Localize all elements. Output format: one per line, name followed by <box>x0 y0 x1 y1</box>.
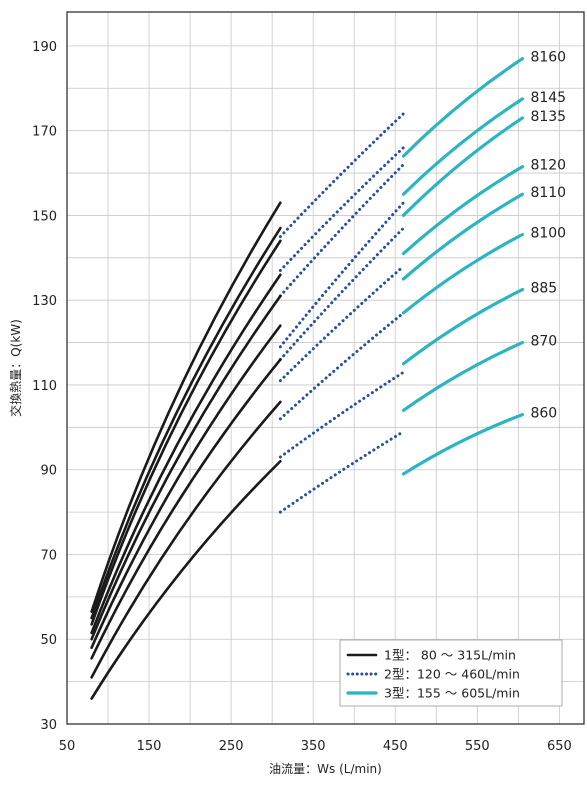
series-8100-type2-line <box>278 264 405 383</box>
y-axis-label: 交換熱量：Q(kW) <box>8 319 23 417</box>
series-870-type3-line <box>401 340 525 412</box>
series-8110-type1-line <box>90 294 282 641</box>
series-870 <box>90 340 525 679</box>
series-8135-type2-line <box>278 163 405 298</box>
series-8120-type2-line <box>278 201 405 349</box>
series-885-type3-line <box>401 287 525 366</box>
series-8110-type3-line <box>401 192 525 281</box>
y-tick-label: 30 <box>40 718 57 733</box>
series-860-type1-line <box>90 459 282 700</box>
y-tick-label: 50 <box>40 633 57 648</box>
model-label-860: 860 <box>530 406 557 422</box>
series-8145-type3-line <box>401 97 525 196</box>
legend: 1型： 80 ～ 315L/min 2型：120 ～ 460L/min 3型：155… <box>339 639 563 707</box>
model-label-8100: 8100 <box>530 226 566 242</box>
series-8110-type2-line <box>278 226 405 362</box>
series-8160-type2-line <box>278 112 405 239</box>
model-labels: 8160 8145 8135 8120 8110 8100 885 870 860 <box>530 50 566 422</box>
x-tick-label: 250 <box>219 739 244 754</box>
model-label-870: 870 <box>530 334 557 350</box>
model-label-8160: 8160 <box>530 50 566 66</box>
series-8135 <box>90 116 525 626</box>
series-870-type1-line <box>90 400 282 679</box>
x-tick-label: 150 <box>137 739 162 754</box>
series-8160 <box>90 57 525 613</box>
series-8145 <box>90 97 525 620</box>
series-8145-type2-line <box>278 146 405 273</box>
series-885-type2-line <box>278 311 405 421</box>
series-870-type2-line <box>278 370 405 459</box>
series-8120-type1-line <box>90 273 282 635</box>
legend-box <box>339 639 563 707</box>
plot-frame <box>66 11 585 725</box>
series-885 <box>90 287 525 660</box>
x-tick-label: 450 <box>383 739 408 754</box>
series-8160-type1-line <box>90 201 282 613</box>
x-tick-label: 650 <box>547 739 572 754</box>
model-label-8110: 8110 <box>530 185 566 201</box>
legend-label-type2: 2型：120 ～ 460L/min <box>384 667 520 682</box>
model-label-8120: 8120 <box>530 158 566 174</box>
y-tick-label: 110 <box>32 379 57 394</box>
y-tick-label: 90 <box>40 464 57 479</box>
x-ticks: 50 150 250 350 450 550 650 <box>59 739 572 754</box>
grid <box>67 12 584 724</box>
legend-label-type3: 3型：155 ～ 605L/min <box>384 686 520 701</box>
model-label-8135: 8135 <box>530 109 566 125</box>
series-8100-type3-line <box>401 232 525 315</box>
y-tick-label: 130 <box>32 294 57 309</box>
series-860-type2-line <box>278 430 405 514</box>
series-layer <box>90 57 525 700</box>
model-label-8145: 8145 <box>530 90 566 106</box>
x-tick-label: 350 <box>301 739 326 754</box>
y-tick-label: 70 <box>40 548 57 563</box>
x-tick-label: 550 <box>465 739 490 754</box>
x-axis-label: 油流量：Ws (L/min) <box>269 762 382 776</box>
series-8145-type1-line <box>90 226 282 620</box>
series-8100 <box>90 232 525 650</box>
y-ticks: 30 50 70 90 110 130 150 170 190 <box>32 40 57 733</box>
y-tick-label: 190 <box>32 40 57 55</box>
series-8135-type1-line <box>90 239 282 626</box>
x-tick-label: 50 <box>59 739 76 754</box>
model-label-885: 885 <box>530 281 557 297</box>
series-8160-type3-line <box>401 57 525 158</box>
series-8110 <box>90 192 525 641</box>
legend-label-type1: 1型： 80 ～ 315L/min <box>384 648 516 663</box>
series-8120 <box>90 165 525 635</box>
series-860-type3-line <box>401 413 525 476</box>
series-885-type1-line <box>90 358 282 660</box>
series-8135-type3-line <box>401 116 525 218</box>
series-8120-type3-line <box>401 165 525 256</box>
series-8100-type1-line <box>90 324 282 650</box>
y-tick-label: 170 <box>32 125 57 140</box>
series-860 <box>90 413 525 700</box>
y-tick-label: 150 <box>32 209 57 224</box>
